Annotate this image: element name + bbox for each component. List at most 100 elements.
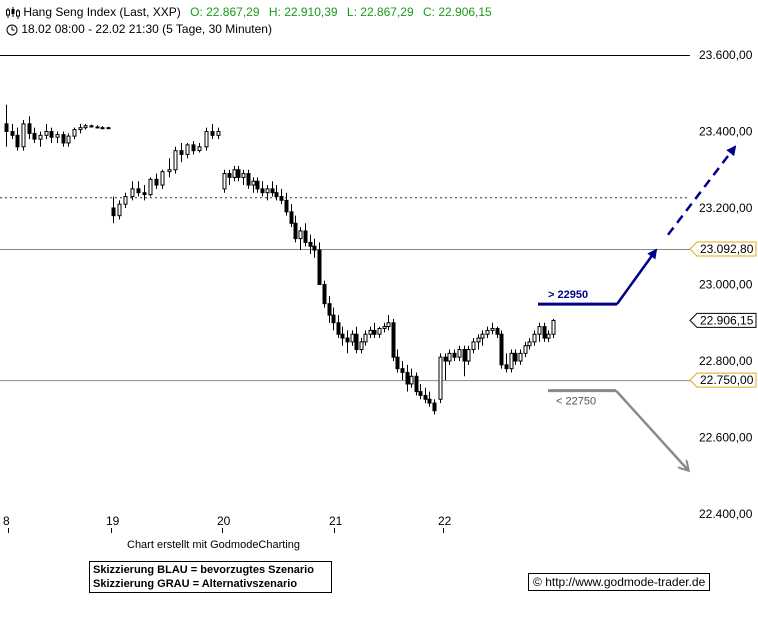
chart-header-line-1: Hang Seng Index (Last, XXP) O: 22.867,29… <box>6 5 492 19</box>
legend-blue-text: Skizzierung BLAU = bevorzugtes Szenario <box>93 564 314 576</box>
candle-body <box>368 329 373 335</box>
candle <box>354 326 359 354</box>
candle <box>471 338 476 354</box>
candle <box>438 353 443 404</box>
candle <box>204 127 209 151</box>
candle-body <box>537 326 542 335</box>
scenario-legend: Skizzierung BLAU = bevorzugtes Szenario … <box>89 561 332 593</box>
grey-scenario-label: < 22750 <box>556 396 596 408</box>
x-tick-label: 22 <box>438 514 452 528</box>
candle-body <box>546 333 551 339</box>
candle <box>546 330 551 342</box>
candle-body <box>154 178 159 186</box>
candle <box>142 185 147 201</box>
candle-body <box>130 188 135 198</box>
candle-body <box>532 333 537 343</box>
candle-body <box>100 127 105 130</box>
candle <box>327 295 332 323</box>
chart-header-line-2: 18.02 08:00 - 22.02 21:30 (5 Tage, 30 Mi… <box>6 22 272 36</box>
candle <box>409 368 414 388</box>
candle-body <box>372 329 377 335</box>
candle-body <box>336 322 341 335</box>
candle <box>197 142 202 153</box>
candle <box>400 361 405 381</box>
candle <box>499 330 504 369</box>
candle <box>21 120 26 151</box>
candle-body <box>227 173 232 178</box>
candle <box>462 345 467 377</box>
close-value: C: 22.906,15 <box>423 5 492 19</box>
candle-body <box>322 284 327 305</box>
candle <box>222 169 227 193</box>
candle-body <box>418 391 423 396</box>
candle-body <box>293 222 298 240</box>
y-tick-label: 22.800,00 <box>699 354 753 368</box>
candle-body <box>236 169 241 178</box>
candle-body <box>504 364 509 370</box>
candle <box>368 326 373 339</box>
candle <box>504 353 509 373</box>
candle <box>395 349 400 373</box>
candle-body <box>340 333 345 339</box>
candle-body <box>15 134 20 148</box>
candle <box>414 372 419 396</box>
candle <box>179 142 184 163</box>
candle <box>447 349 452 365</box>
last-price-tag-box <box>689 312 757 328</box>
candle-body <box>61 134 66 144</box>
candle <box>289 204 294 228</box>
high-value: H: 22.910,39 <box>268 5 338 19</box>
level-tag-box <box>689 241 757 257</box>
candle-body <box>518 352 523 362</box>
source-url: http://www.godmode-trader.de <box>545 575 706 589</box>
candle <box>382 322 387 333</box>
candle-body <box>395 356 400 370</box>
candle-body <box>289 211 294 224</box>
candle-body <box>471 341 476 351</box>
candle <box>391 318 396 361</box>
candle <box>303 223 308 247</box>
candle-body <box>386 322 391 328</box>
candle <box>10 123 15 140</box>
source-link[interactable]: © http://www.godmode-trader.de <box>528 573 711 591</box>
y-tick-label: 23.000,00 <box>699 278 753 292</box>
candle-body <box>123 196 128 205</box>
candle <box>476 334 481 350</box>
candle <box>89 124 94 128</box>
candle <box>236 165 241 182</box>
x-tick-label: 8 <box>3 514 10 528</box>
candle <box>317 242 322 285</box>
candle-body <box>345 337 350 343</box>
blue-arrow-dashed <box>667 145 737 236</box>
candle-body <box>523 345 528 354</box>
candle <box>55 131 60 143</box>
candle <box>100 126 105 130</box>
candle <box>423 387 428 404</box>
x-tick-label: 20 <box>217 514 231 528</box>
candle-body <box>359 341 364 351</box>
candle <box>513 349 518 365</box>
candle-body <box>4 123 9 132</box>
y-tick-label: 23.200,00 <box>699 201 753 215</box>
low-value: L: 22.867,29 <box>346 5 414 19</box>
chart-title: Hang Seng Index (Last, XXP) <box>23 5 181 19</box>
candle <box>154 173 159 189</box>
candle <box>38 131 43 147</box>
grey-arrow <box>615 389 688 470</box>
candle-body <box>270 188 275 194</box>
candle-body <box>527 341 532 347</box>
candle <box>95 125 100 129</box>
candle-body <box>495 327 500 335</box>
candle <box>452 349 457 361</box>
candle-body <box>27 123 32 134</box>
candle-body <box>111 207 116 217</box>
candle <box>210 123 215 140</box>
candle <box>293 215 298 243</box>
candle <box>27 116 32 140</box>
candle <box>345 330 350 354</box>
candle <box>4 104 9 147</box>
candle-body <box>452 352 457 358</box>
candle <box>377 326 382 339</box>
candle-body <box>83 125 88 129</box>
candle-body <box>432 402 437 412</box>
